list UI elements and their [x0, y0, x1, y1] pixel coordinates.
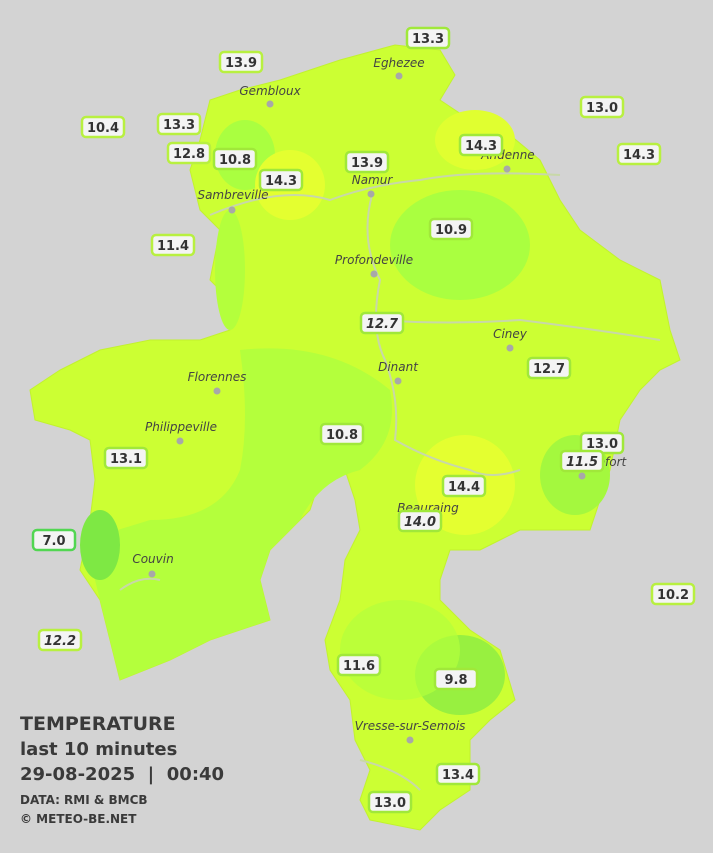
station-value: 10.8 [219, 153, 251, 168]
station-box [428, 217, 474, 241]
river [119, 577, 161, 591]
city-label: Philippeville [145, 420, 217, 434]
station-value: 14.3 [623, 148, 655, 163]
station-value: 13.0 [374, 796, 406, 811]
city-label: Namur [352, 173, 394, 187]
station-value: 11.6 [343, 659, 375, 674]
station-box [150, 233, 196, 257]
station-box [458, 133, 504, 157]
city-dot [266, 100, 274, 108]
station-value: 9.8 [444, 673, 467, 688]
station-box [212, 147, 258, 171]
river [366, 194, 521, 476]
station-box [156, 112, 202, 136]
station-value: 10.4 [87, 121, 119, 136]
legend: TEMPERATURE last 10 minutes 29-08-2025 |… [20, 713, 224, 826]
city-dot [578, 472, 586, 480]
station-value: 12.8 [173, 147, 205, 162]
rivers [119, 172, 661, 791]
zone-warm [85, 348, 392, 680]
river [359, 759, 421, 791]
city-dot [503, 165, 511, 173]
station-box [526, 356, 572, 380]
station-box [80, 115, 126, 139]
zone-cold [80, 510, 120, 580]
city-label: Vresse-sur-Semois [355, 719, 466, 733]
city-label: Sambreville [197, 188, 268, 202]
station-box [367, 790, 413, 814]
city-dot [367, 190, 375, 198]
station-box [359, 311, 405, 335]
city-dot [228, 206, 236, 214]
station-box [441, 474, 487, 498]
legend-datetime: 29-08-2025 | 00:40 [20, 764, 224, 785]
station-box [616, 142, 662, 166]
station-box [579, 95, 625, 119]
station-value: 14.0 [404, 515, 436, 530]
city-dot [406, 736, 414, 744]
city-dot [176, 437, 184, 445]
legend-credit: © METEO-BE.NET [20, 812, 137, 826]
zone-warm [215, 210, 245, 330]
river [379, 318, 661, 341]
station-value: 10.8 [326, 428, 358, 443]
station-box [650, 582, 696, 606]
city-dot [394, 377, 402, 385]
station-value: 14.3 [465, 139, 497, 154]
station-value: 13.0 [586, 101, 618, 116]
station-value: 10.2 [657, 588, 689, 603]
station-box [37, 628, 83, 652]
station-box [166, 141, 212, 165]
city-dot [395, 72, 403, 80]
station-value: 13.3 [412, 32, 444, 47]
station-box [319, 422, 365, 446]
station-value: 13.1 [110, 452, 142, 467]
city-label: Couvin [132, 552, 173, 566]
station-value: 13.3 [163, 118, 195, 133]
city-label: Eghezee [373, 56, 424, 70]
city-label: Dinant [378, 360, 419, 374]
station-box [559, 449, 605, 473]
station-value: 14.4 [448, 480, 480, 495]
station-box [31, 528, 77, 552]
stations: 13.3 13.9 10.4 13.3 13.0 12.8 10.8 14.3 14.3 13.9… [31, 26, 696, 814]
zone-warm [390, 190, 530, 300]
station-value: 13.0 [586, 437, 618, 452]
city-label: Gembloux [239, 84, 301, 98]
station-box [336, 653, 382, 677]
river [209, 172, 561, 216]
station-value: 10.9 [435, 223, 467, 238]
station-box [433, 667, 479, 691]
legend-title: TEMPERATURE [20, 713, 176, 735]
station-value: 14.3 [265, 174, 297, 189]
city-label: Florennes [188, 370, 247, 384]
station-value: 13.9 [351, 156, 383, 171]
station-value: 7.0 [42, 534, 65, 549]
station-value: 13.9 [225, 56, 257, 71]
station-box [258, 168, 304, 192]
station-box [103, 446, 149, 470]
city-dot [506, 344, 514, 352]
station-box [344, 150, 390, 174]
city-label: Profondeville [335, 253, 413, 267]
station-value: 12.7 [366, 317, 399, 332]
station-value: 11.5 [566, 455, 598, 470]
station-box [435, 762, 481, 786]
station-box [218, 50, 264, 74]
station-box [405, 26, 451, 50]
city-label: Ciney [493, 327, 528, 341]
cities: EghezeeGemblouxAndenneNamurSambrevillePr… [132, 56, 628, 744]
city-dot [213, 387, 221, 395]
legend-period: last 10 minutes [20, 739, 177, 760]
station-value: 12.7 [533, 362, 565, 377]
legend-source: DATA: RMI & BMCB [20, 793, 148, 807]
city-dot [370, 270, 378, 278]
station-value: 11.4 [157, 239, 189, 254]
station-value: 13.4 [442, 768, 474, 783]
city-dot [148, 570, 156, 578]
station-value: 12.2 [44, 634, 76, 649]
station-box [397, 509, 443, 533]
